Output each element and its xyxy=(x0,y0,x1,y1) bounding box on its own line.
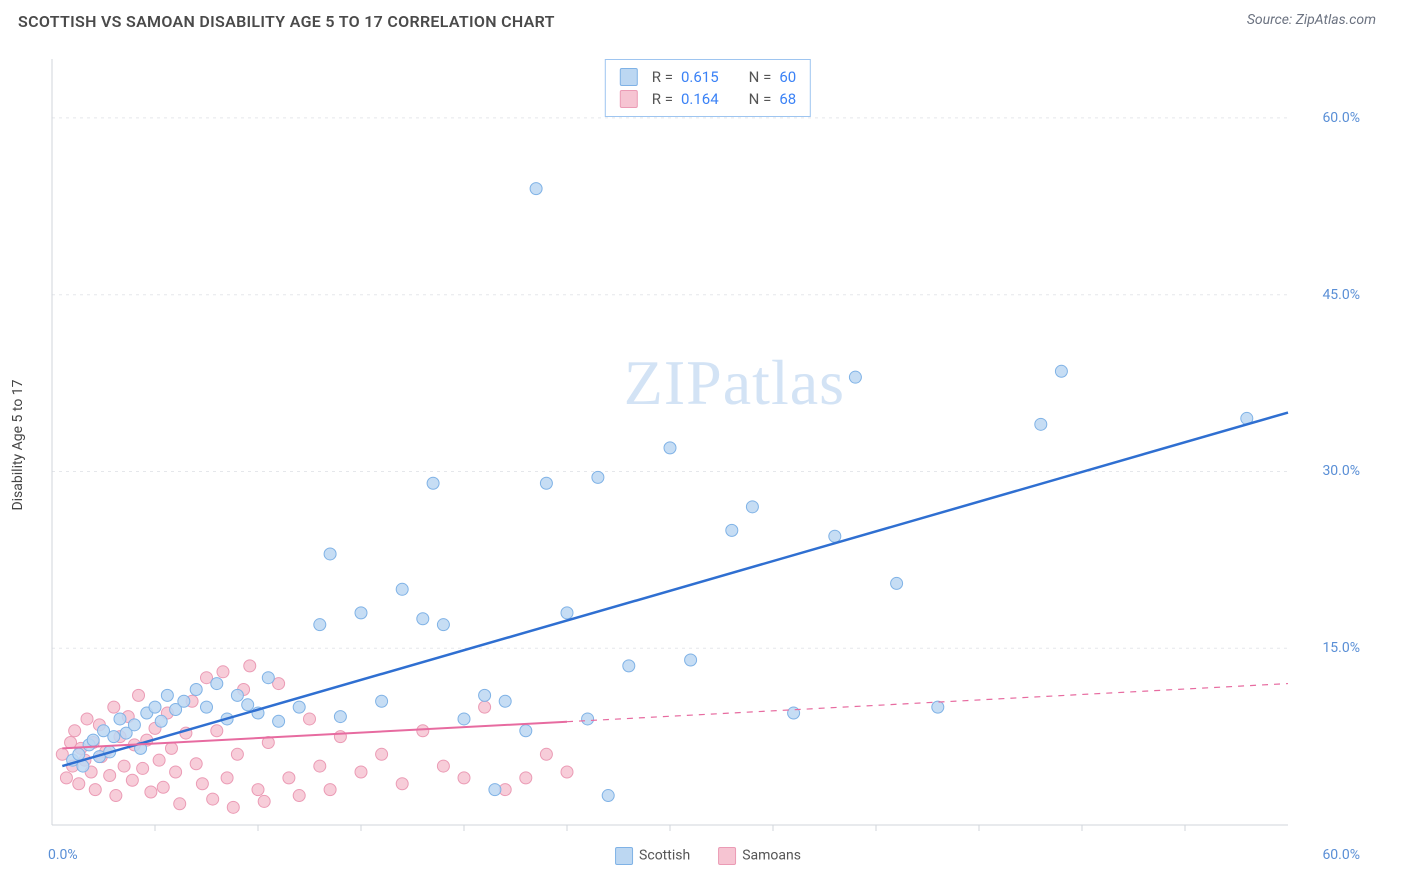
stats-row-samoans: R = 0.164 N = 68 xyxy=(620,88,796,110)
y-tick-label: 30.0% xyxy=(1322,463,1360,479)
stats-row-scottish: R = 0.615 N = 60 xyxy=(620,66,796,88)
legend-item-scottish: Scottish xyxy=(615,847,690,865)
legend-item-samoans: Samoans xyxy=(718,847,801,865)
swatch-samoans-icon xyxy=(718,847,736,865)
y-tick-label: 15.0% xyxy=(1322,640,1360,656)
y-tick-label: 45.0% xyxy=(1322,287,1360,303)
swatch-samoans xyxy=(620,90,638,108)
watermark: ZIPatlas xyxy=(624,346,845,420)
chart-source: Source: ZipAtlas.com xyxy=(1247,12,1376,28)
chart-title: SCOTTISH VS SAMOAN DISABILITY AGE 5 TO 1… xyxy=(18,12,555,31)
x-axis-max: 60.0% xyxy=(1322,847,1360,863)
y-tick-label: 60.0% xyxy=(1322,110,1360,126)
x-axis-min: 0.0% xyxy=(48,847,78,863)
swatch-scottish-icon xyxy=(615,847,633,865)
y-axis-label: Disability Age 5 to 17 xyxy=(10,379,26,510)
chart-area: Disability Age 5 to 17 ZIPatlas R = 0.61… xyxy=(48,55,1368,835)
series-legend: Scottish Samoans xyxy=(615,847,801,865)
swatch-scottish xyxy=(620,68,638,86)
chart-header: SCOTTISH VS SAMOAN DISABILITY AGE 5 TO 1… xyxy=(0,0,1406,39)
stats-legend: R = 0.615 N = 60 R = 0.164 N = 68 xyxy=(605,59,811,117)
scatter-plot xyxy=(48,55,1368,835)
